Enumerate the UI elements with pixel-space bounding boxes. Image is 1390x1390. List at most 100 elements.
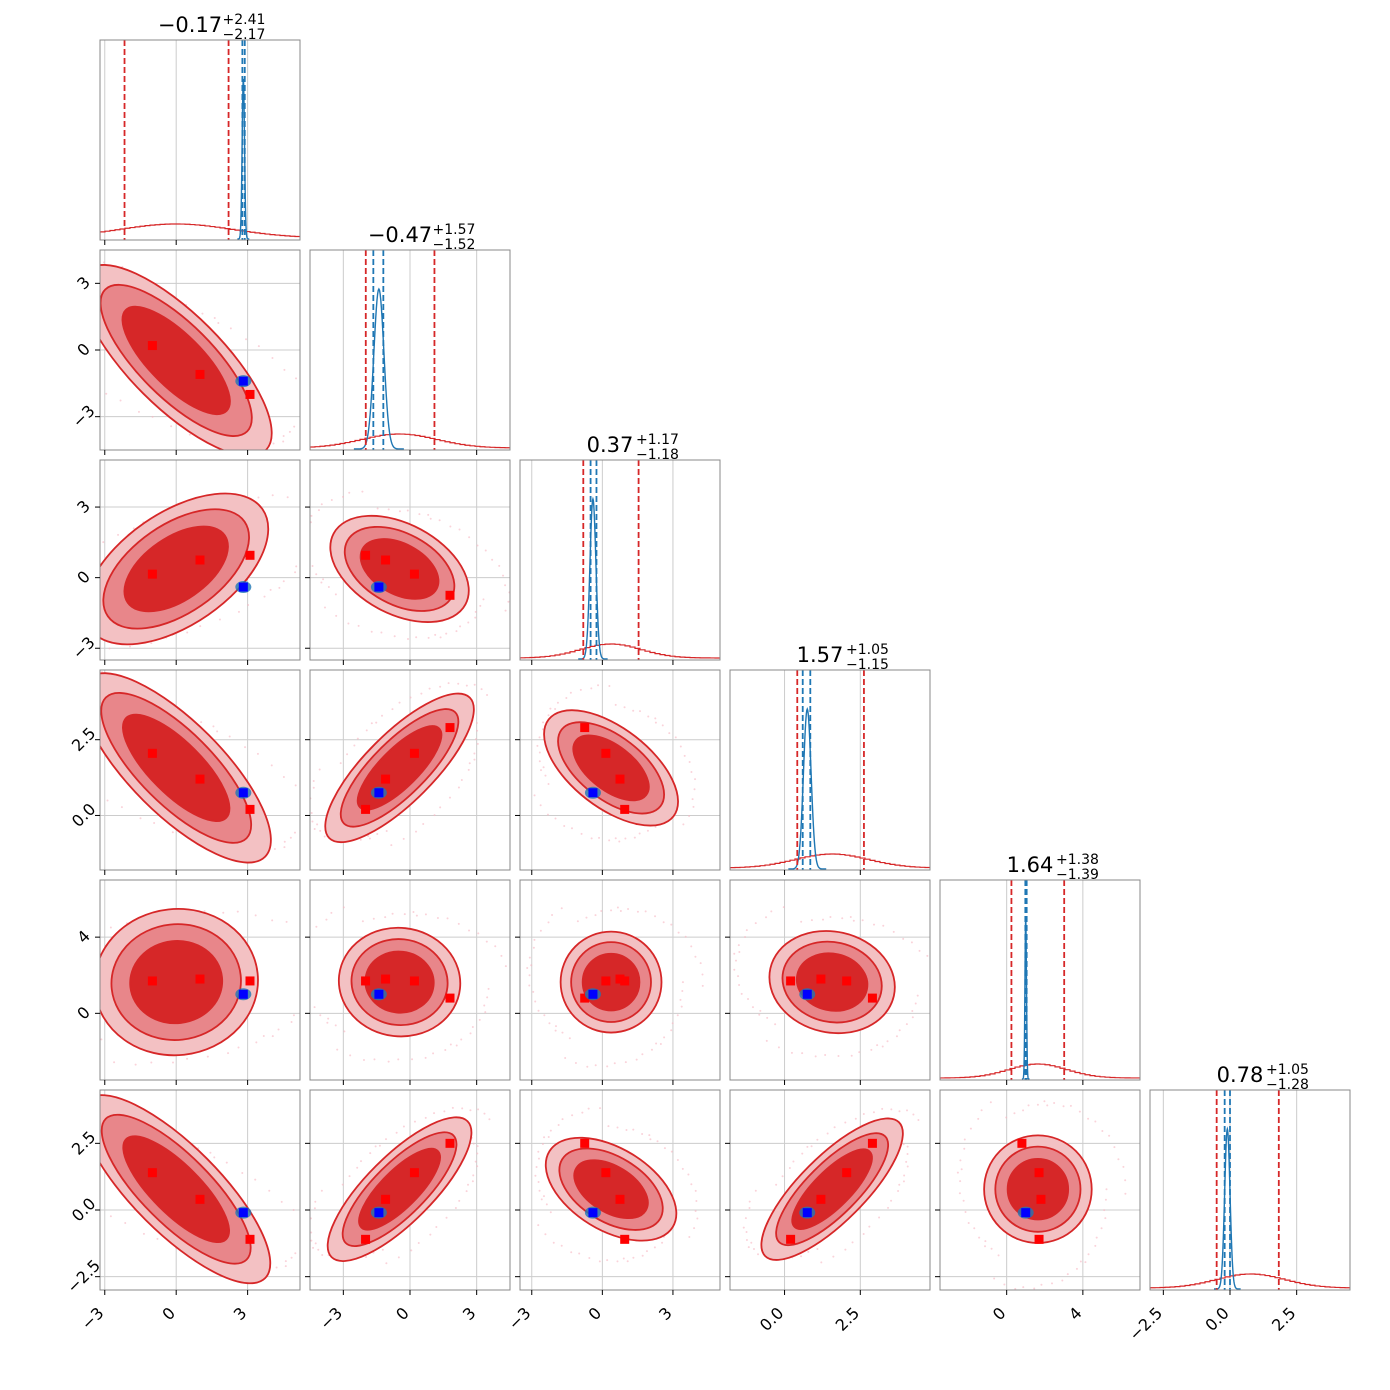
scatter-point: [50, 627, 52, 629]
scatter-point: [858, 1051, 861, 1054]
scatter-point: [826, 1132, 829, 1135]
scatter-point: [906, 1165, 909, 1168]
scatter-point: [549, 707, 552, 710]
scatter-point: [810, 1145, 813, 1148]
scatter-point: [341, 1183, 344, 1186]
scatter-point: [478, 1018, 481, 1021]
red-marker: [381, 974, 391, 984]
red-marker: [620, 1234, 630, 1244]
scatter-point: [236, 910, 239, 913]
scatter-point: [854, 1117, 857, 1120]
scatter-point: [342, 906, 345, 909]
scatter-point: [105, 392, 108, 395]
scatter-point: [319, 1014, 322, 1017]
contour-panel-1-0: −3 0 3: [43, 249, 322, 455]
scatter-point: [304, 389, 306, 391]
scatter-point: [737, 975, 740, 978]
scatter-point: [544, 1233, 547, 1236]
scatter-point: [663, 1147, 666, 1150]
scatter-point: [989, 1101, 992, 1104]
scatter-point: [467, 1183, 470, 1186]
scatter-point: [539, 804, 542, 807]
scatter-point: [88, 766, 90, 768]
scatter-point: [428, 687, 431, 690]
scatter-point: [411, 1058, 414, 1061]
scatter-point: [60, 676, 62, 678]
scatter-point: [777, 1046, 780, 1049]
scatter-point: [578, 1252, 581, 1255]
scatter-point: [451, 1106, 454, 1109]
scatter-point: [306, 537, 308, 539]
scatter-point: [432, 1052, 435, 1055]
scatter-point: [67, 748, 69, 750]
contour-panel-5-1: −3 0 3: [305, 1089, 511, 1334]
red-marker: [601, 748, 611, 758]
scatter-point: [227, 1052, 230, 1055]
scatter-point: [271, 919, 274, 922]
scatter-point: [906, 1109, 909, 1112]
scatter-point: [320, 410, 322, 412]
scatter-point: [551, 914, 554, 917]
hist-panel-5: 0.78 +1.05−1.28 −2.5 0.0 2.5: [1125, 1062, 1351, 1344]
scatter-point: [472, 1174, 475, 1177]
scatter-point: [285, 920, 288, 923]
scatter-point: [801, 1052, 804, 1055]
scatter-point: [545, 1203, 548, 1206]
scatter-point: [459, 625, 462, 628]
hist-panel-4: 1.64 +1.38−1.39: [939, 852, 1141, 1085]
scatter-point: [186, 631, 189, 634]
scatter-point: [319, 829, 322, 832]
panel-content: [520, 1090, 720, 1290]
scatter-point: [330, 911, 333, 914]
scatter-point: [245, 338, 248, 341]
scatter-point: [618, 840, 621, 843]
scatter-point: [676, 1159, 679, 1162]
red-marker: [381, 555, 391, 565]
scatter-point: [247, 604, 250, 607]
scatter-point: [48, 1107, 50, 1109]
scatter-point: [120, 806, 123, 809]
scatter-point: [594, 914, 597, 917]
scatter-point: [294, 784, 297, 787]
scatter-point: [301, 957, 303, 959]
scatter-point: [738, 984, 741, 987]
scatter-point: [43, 273, 45, 275]
scatter-point: [614, 837, 617, 840]
scatter-point: [977, 1117, 980, 1120]
scatter-point: [1036, 1103, 1039, 1106]
blue-marker: [374, 1208, 384, 1218]
scatter-point: [801, 1152, 804, 1155]
scatter-point: [693, 1227, 696, 1230]
scatter-point: [275, 1266, 278, 1269]
scatter-point: [412, 911, 415, 914]
scatter-point: [745, 1230, 748, 1233]
scatter-point: [837, 1055, 840, 1058]
scatter-point: [435, 1226, 438, 1229]
scatter-point: [43, 711, 45, 713]
scatter-point: [790, 1051, 793, 1054]
scatter-point: [597, 684, 600, 687]
scatter-point: [429, 517, 432, 520]
scatter-point: [1051, 1282, 1054, 1285]
scatter-point: [361, 490, 364, 493]
x-tick-label: −2.5: [1125, 1303, 1166, 1344]
scatter-point: [1094, 1244, 1097, 1247]
red-marker: [1017, 1138, 1027, 1148]
scatter-point: [745, 929, 748, 932]
scatter-point: [28, 578, 30, 580]
scatter-point: [733, 952, 736, 955]
scatter-point: [241, 1171, 244, 1174]
scatter-point: [692, 805, 695, 808]
scatter-point: [546, 813, 549, 816]
scatter-point: [139, 817, 142, 820]
scatter-point: [270, 764, 273, 767]
scatter-point: [600, 909, 603, 912]
contour-panel-4-0: 04: [73, 879, 301, 1085]
scatter-point: [898, 1183, 901, 1186]
scatter-point: [613, 1062, 616, 1065]
scatter-point: [654, 717, 657, 720]
scatter-point: [844, 1248, 847, 1251]
scatter-point: [313, 1006, 316, 1009]
scatter-point: [360, 1160, 363, 1163]
scatter-point: [461, 1107, 464, 1110]
